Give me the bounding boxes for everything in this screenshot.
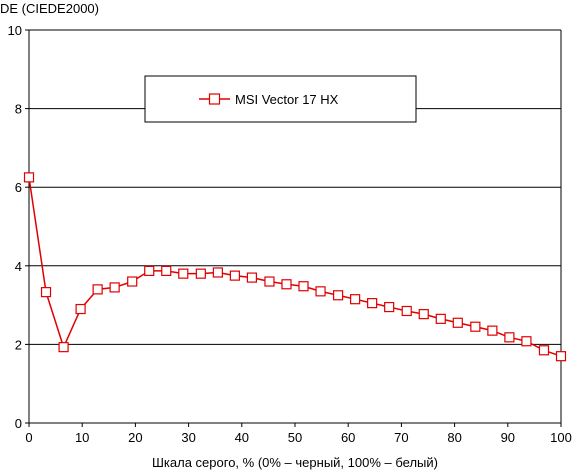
data-point [521,336,532,347]
data-point [332,290,344,301]
data-point [212,267,223,278]
y-tick-label-8: 8 [15,102,22,117]
legend-series-marker [208,93,221,105]
data-point [315,286,326,297]
data-point [367,298,378,309]
data-point [23,172,35,183]
data-point [144,265,155,277]
y-tick-label-2: 2 [15,337,22,352]
data-point [401,305,412,317]
x-tick-label-50: 50 [288,430,302,445]
data-point [264,276,275,287]
data-point [452,317,463,328]
x-tick-label-10: 10 [75,430,89,445]
legend-series-name: MSI Vector 17 HX [235,92,339,107]
x-tick-label-90: 90 [501,430,515,445]
data-point [504,332,515,343]
x-tick-label-70: 70 [394,430,408,445]
x-axis-title: Шкала серого, % (0% – черный, 100% – бел… [152,455,438,470]
grid-lines [29,29,561,345]
data-point [75,303,86,315]
data-point [195,268,206,279]
y-tick-label-4: 4 [15,259,22,274]
x-tick-label-100: 100 [550,430,572,445]
y-tick-label-10: 10 [8,23,22,38]
data-point [418,309,429,320]
y-tick-label-0: 0 [15,416,22,431]
data-point [127,276,138,287]
y-axis-title: DE (CIEDE2000) [0,1,99,16]
y-tick-label-6: 6 [15,180,22,195]
data-point [246,272,258,283]
series-layer [23,172,567,362]
x-tick-label-40: 40 [235,430,249,445]
x-tick-label-0: 0 [25,430,32,445]
data-point [470,321,481,332]
data-point [281,279,292,290]
data-point [58,342,69,353]
data-point [40,287,52,298]
legend-box [144,75,417,123]
data-point [487,325,498,336]
data-point [350,294,361,305]
data-point [298,281,309,292]
data-point [178,268,189,279]
x-tick-label-80: 80 [447,430,461,445]
data-point [555,351,567,362]
data-point [435,313,446,324]
x-tick-label-30: 30 [181,430,195,445]
data-point [384,301,395,313]
data-point [229,270,240,281]
x-tick-label-20: 20 [128,430,142,445]
data-point [109,282,120,293]
data-point [161,265,172,277]
data-point [92,284,103,295]
data-point [538,345,550,356]
legend: MSI Vector 17 HX [144,75,417,123]
x-tick-label-60: 60 [341,430,355,445]
